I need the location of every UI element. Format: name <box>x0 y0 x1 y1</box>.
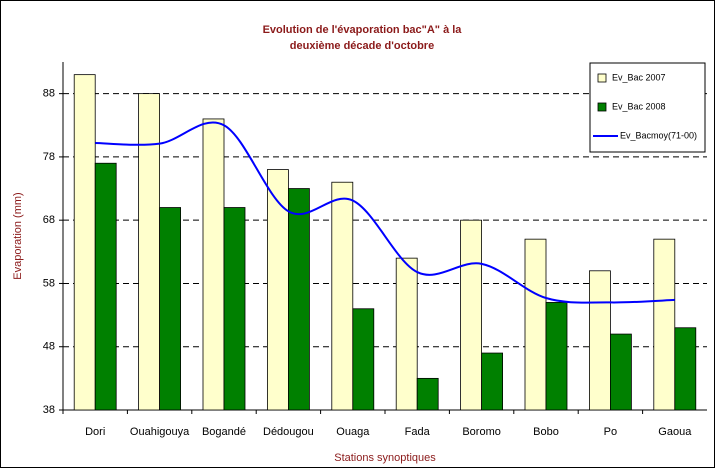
legend-label: Ev_Bacmoy(71-00) <box>620 130 697 140</box>
x-tick-label: Boromo <box>462 426 501 438</box>
bar <box>524 238 547 411</box>
y-tick-label: 68 <box>43 214 55 226</box>
y-tick-label: 78 <box>43 151 55 163</box>
x-tick-label: Ouahigouya <box>130 426 190 438</box>
bar <box>610 333 632 411</box>
legend-label: Ev_Bac 2008 <box>612 101 666 111</box>
x-tick-label: Po <box>604 426 617 438</box>
x-tick-label: Fada <box>405 426 431 438</box>
bar <box>287 188 310 411</box>
legend-swatch <box>597 73 607 83</box>
bar <box>266 169 289 411</box>
x-tick-label: Bobo <box>533 426 559 438</box>
chart-title: Evolution de l'évaporation bac"A" à la <box>263 24 463 36</box>
bar <box>460 219 483 411</box>
y-tick-label: 48 <box>43 341 55 353</box>
legend-box <box>589 62 706 153</box>
bar <box>94 162 117 411</box>
bar <box>352 308 375 411</box>
x-axis-label: Stations synoptiques <box>334 452 436 464</box>
bar <box>223 207 246 411</box>
x-tick-label: Gaoua <box>658 426 692 438</box>
bar <box>481 352 504 411</box>
legend-swatch <box>597 102 607 112</box>
bar <box>589 270 611 411</box>
bar <box>545 302 568 411</box>
y-tick-label: 38 <box>43 404 55 416</box>
bar <box>202 118 225 411</box>
bar <box>416 377 439 411</box>
chart-title: deuxième décade d'octobre <box>290 40 434 52</box>
y-tick-label: 88 <box>43 88 55 100</box>
bar <box>159 207 182 411</box>
bar <box>331 181 354 411</box>
bar <box>73 74 96 411</box>
line <box>95 121 675 304</box>
x-tick-label: Dédougou <box>263 426 314 438</box>
legend-label: Ev_Bac 2007 <box>612 72 666 82</box>
x-tick-label: Dori <box>85 426 105 438</box>
bar <box>138 93 161 411</box>
x-tick-label: Bogandé <box>202 426 246 438</box>
x-tick-label: Ouaga <box>336 426 370 438</box>
y-axis-label: Evaporation (mm) <box>12 192 24 279</box>
bar <box>395 257 418 411</box>
bar <box>653 238 676 411</box>
bar <box>674 327 697 411</box>
y-tick-label: 58 <box>43 277 55 289</box>
